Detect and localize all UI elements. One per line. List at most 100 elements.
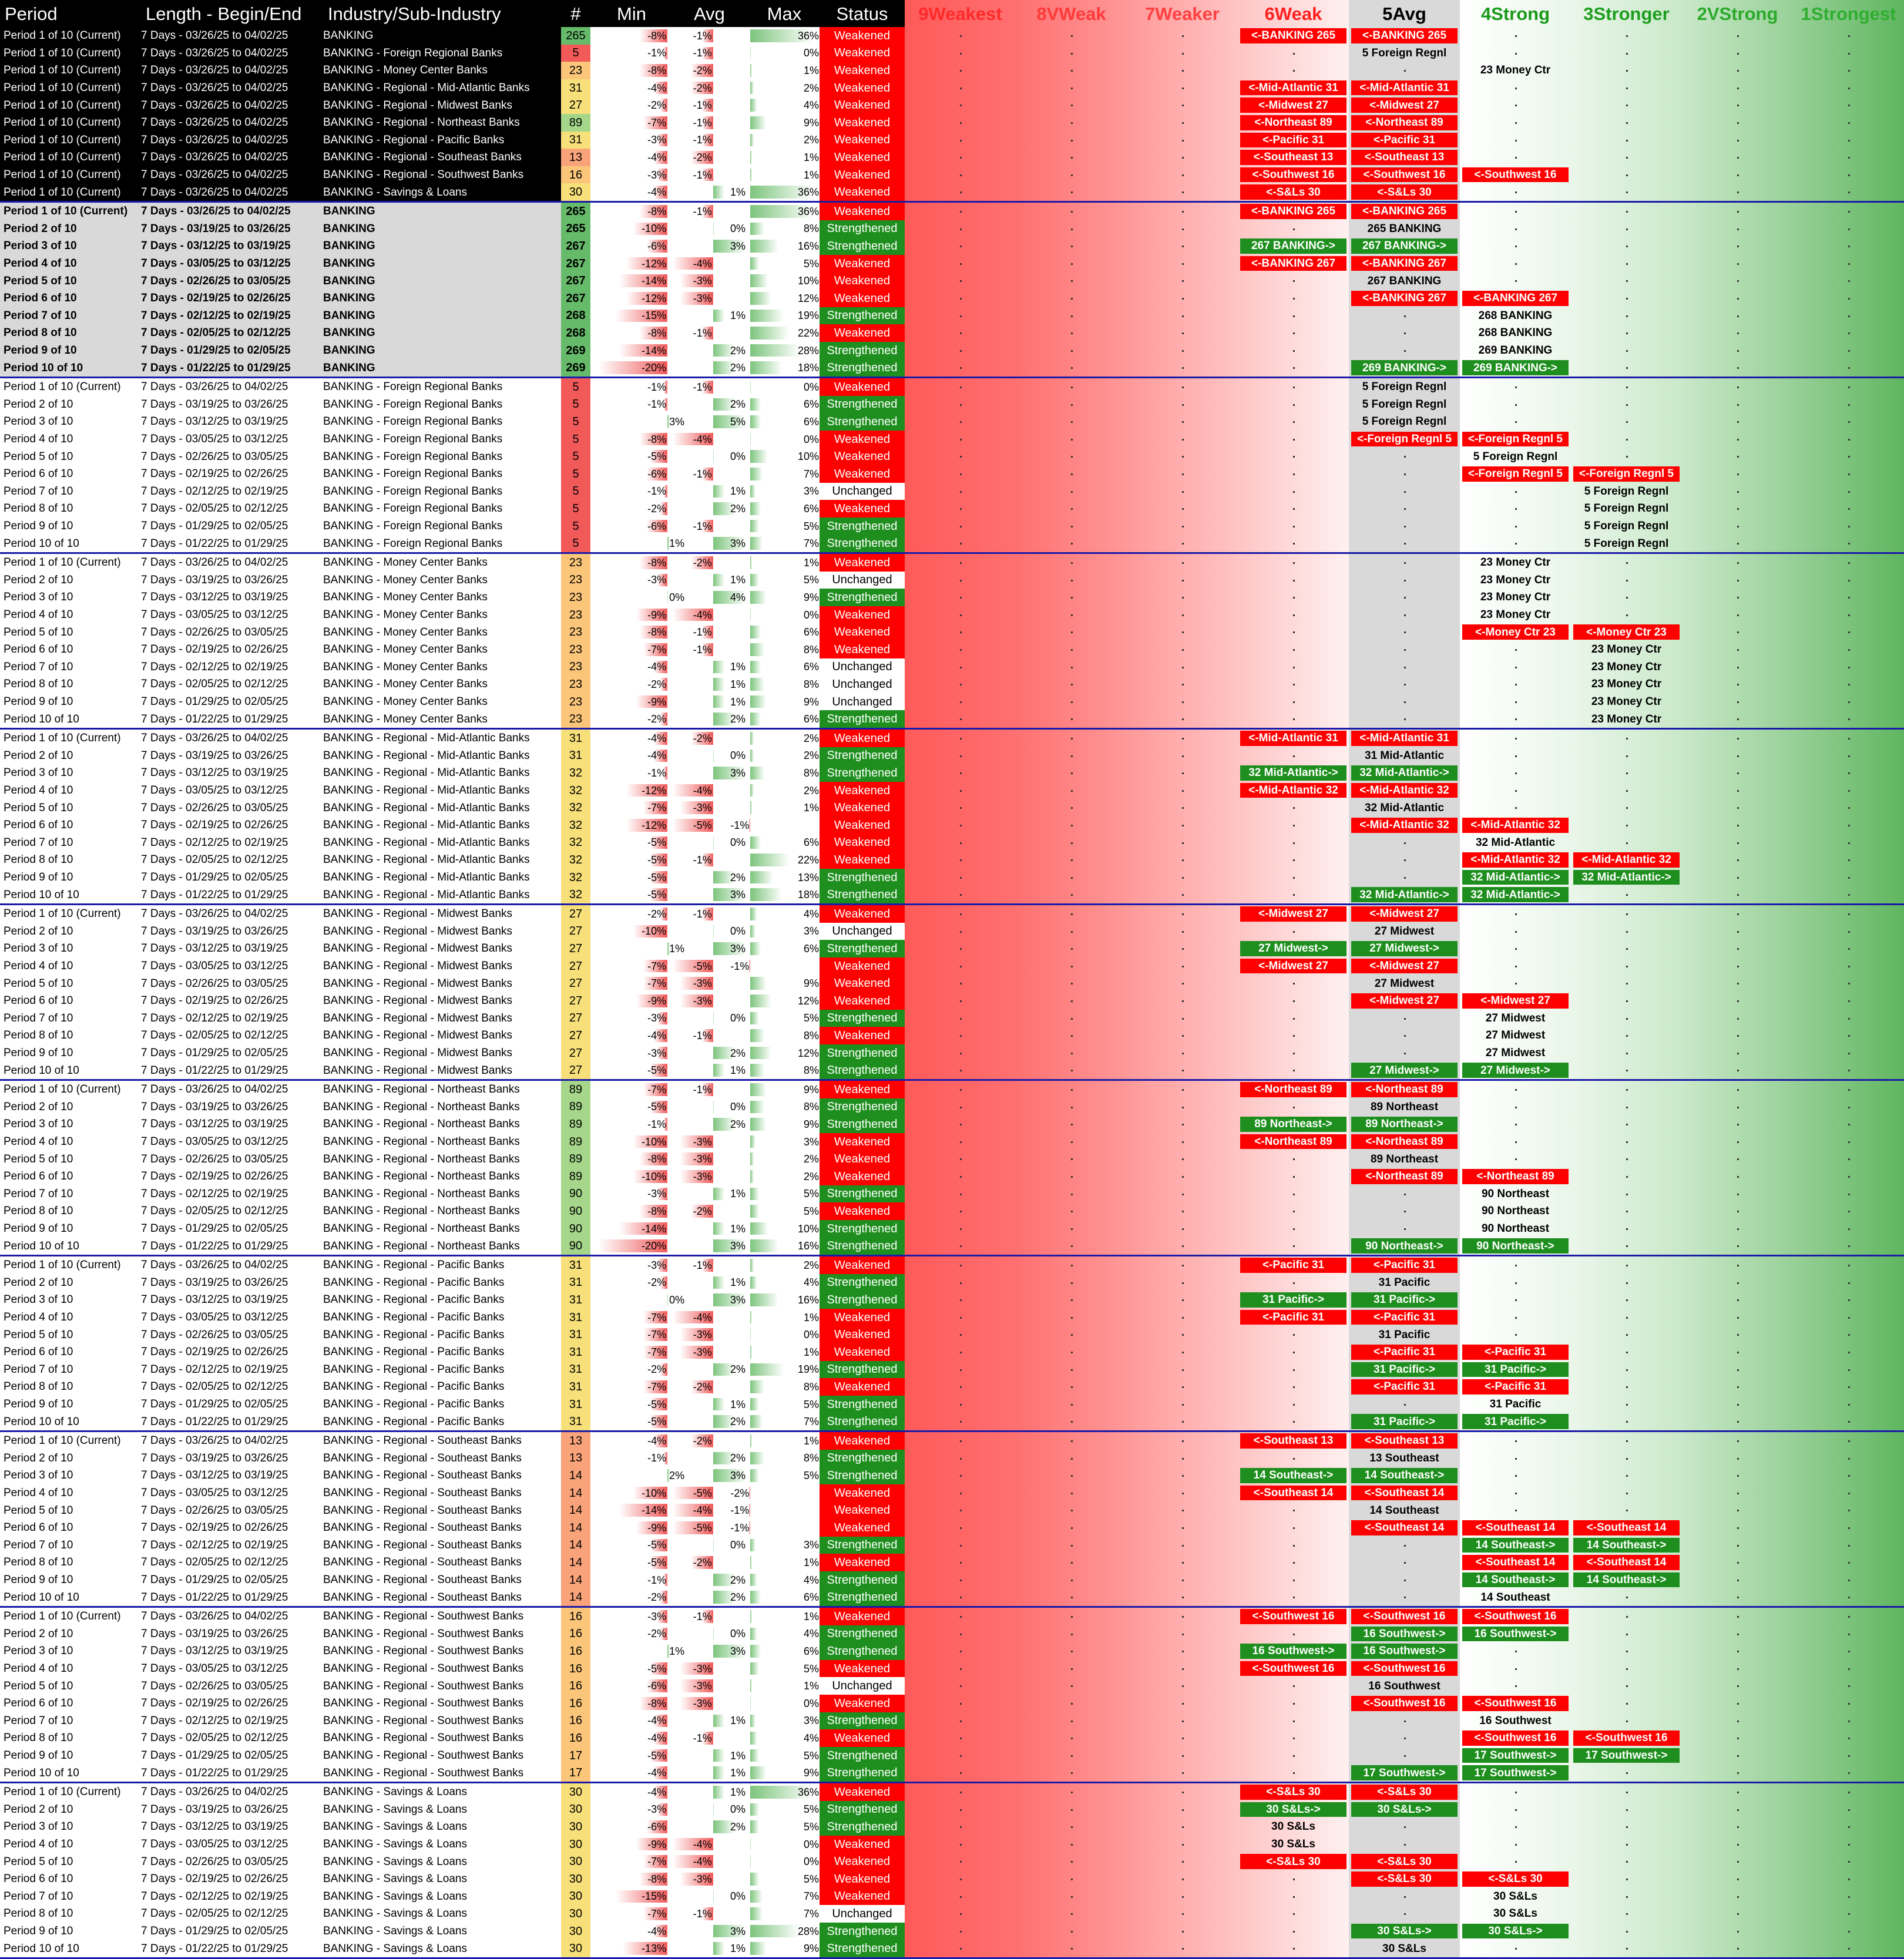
header-zone-6[interactable]: 6Weak xyxy=(1238,0,1349,27)
zone-dot xyxy=(1737,315,1739,317)
zone-dot xyxy=(959,1948,962,1950)
zone-dot xyxy=(1070,1755,1073,1757)
header-count[interactable]: # xyxy=(561,0,590,27)
max-bar xyxy=(750,608,751,621)
header-status[interactable]: Status xyxy=(820,0,905,27)
zone-dot xyxy=(1737,859,1739,862)
header-zone-7[interactable]: 7Weaker xyxy=(1127,0,1238,27)
zone-dot xyxy=(1181,1070,1184,1072)
zone-dot xyxy=(1515,490,1517,493)
max-value: 5% xyxy=(803,1469,819,1481)
avg-bar xyxy=(713,695,724,708)
count-cell: 5 xyxy=(561,413,590,431)
zone-dot xyxy=(1292,649,1295,651)
header-zone-2[interactable]: 2VStrong xyxy=(1682,0,1793,27)
header-min[interactable]: Min xyxy=(593,0,670,27)
header-zone-1[interactable]: 1Strongest xyxy=(1793,0,1904,27)
header-zone-4[interactable]: 4Strong xyxy=(1460,0,1571,27)
zone-dot xyxy=(1181,1193,1184,1195)
period-label: Period 1 of 10 (Current) xyxy=(4,1434,121,1447)
zone-dot xyxy=(1181,825,1184,826)
zone-dot xyxy=(1070,1124,1073,1126)
zone-dot xyxy=(1070,1089,1073,1091)
status-badge: Strengthened xyxy=(820,341,905,359)
max-bar xyxy=(750,1046,772,1060)
zone-dot xyxy=(1626,438,1628,441)
count-cell: 14 xyxy=(561,1554,590,1571)
zone-dot xyxy=(1292,1896,1295,1898)
header-zone-9[interactable]: 9Weakest xyxy=(905,0,1016,27)
count-cell: 30 xyxy=(561,1905,590,1923)
row-left-background xyxy=(0,220,561,238)
header-zone-3[interactable]: 3Stronger xyxy=(1571,0,1682,27)
zone-dot xyxy=(1292,1369,1295,1371)
data-row: Period 2 of 10 7 Days - 03/19/25 to 03/26… xyxy=(0,747,1904,765)
industry-label: BANKING - Regional - Mid-Atlantic Banks xyxy=(323,871,530,884)
header-industry[interactable]: Industry/Sub-Industry xyxy=(323,0,558,27)
strengthened-move-tag: 32 Mid-Atlantic-> xyxy=(1462,869,1569,885)
data-row: Period 5 of 10 7 Days - 02/26/25 to 03/05… xyxy=(0,623,1904,641)
weakened-move-tag: <-S&Ls 30 xyxy=(1240,1785,1346,1800)
data-row: Period 8 of 10 7 Days - 02/05/25 to 02/12… xyxy=(0,500,1904,518)
header-period[interactable]: Period xyxy=(0,0,138,27)
length-label: 7 Days - 03/19/25 to 03/26/25 xyxy=(141,573,288,586)
zone-dot xyxy=(1070,965,1073,967)
min-value: -3% xyxy=(647,1610,667,1622)
header-avg[interactable]: Avg xyxy=(673,0,746,27)
count-cell: 90 xyxy=(561,1202,590,1220)
header-max[interactable]: Max xyxy=(749,0,820,27)
group-separator xyxy=(0,1430,1904,1432)
zone-dot xyxy=(1515,1843,1517,1846)
header-zone-label: 7Weaker xyxy=(1145,3,1220,24)
period-label: Period 3 of 10 xyxy=(4,942,73,955)
zone-dot xyxy=(1181,983,1184,985)
avg-bar xyxy=(713,1397,724,1411)
avg-bar xyxy=(713,1766,724,1779)
zone-dot xyxy=(1181,1299,1184,1302)
zone-dot xyxy=(1626,157,1628,159)
header-zone-8[interactable]: 8VWeak xyxy=(1016,0,1127,27)
data-row: Period 10 of 10 7 Days - 01/22/25 to 01/2… xyxy=(0,1764,1904,1782)
weakened-move-tag: <-Mid-Atlantic 31 xyxy=(1240,731,1346,746)
zone-dot xyxy=(1737,211,1739,213)
data-row: Period 10 of 10 7 Days - 01/22/25 to 01/2… xyxy=(0,1940,1904,1957)
zone-dot xyxy=(1848,490,1850,493)
status-badge: Weakened xyxy=(820,1343,905,1361)
industry-label: BANKING - Regional - Midwest Banks xyxy=(323,1029,513,1042)
max-value: 5% xyxy=(803,574,819,586)
zone-dot xyxy=(1848,1651,1850,1653)
length-label: 7 Days - 02/05/25 to 02/12/25 xyxy=(141,678,288,691)
zone-dot xyxy=(1070,631,1073,634)
max-value: 6% xyxy=(803,713,819,725)
min-value: 2% xyxy=(669,1469,685,1481)
zone-dot xyxy=(1292,1282,1295,1284)
max-value: 5% xyxy=(803,257,819,270)
header-zone-5[interactable]: 5Avg xyxy=(1349,0,1460,27)
header-length[interactable]: Length - Begin/End xyxy=(141,0,320,27)
min-bar xyxy=(640,64,668,77)
strengthened-move-tag: 16 Southwest-> xyxy=(1240,1644,1346,1659)
min-value: -5% xyxy=(647,889,667,901)
max-value: 1% xyxy=(803,169,819,181)
zone-dot xyxy=(1737,1193,1739,1195)
max-value: 0% xyxy=(803,381,819,393)
industry-label: BANKING xyxy=(323,240,375,253)
weakened-move-tag: <-Pacific 31 xyxy=(1240,1309,1346,1325)
data-row: Period 10 of 10 7 Days - 01/22/25 to 01/2… xyxy=(0,886,1904,903)
avg-bar xyxy=(702,327,713,340)
data-row: Period 3 of 10 7 Days - 03/12/25 to 03/19… xyxy=(0,1291,1904,1309)
period-label: Period 8 of 10 xyxy=(4,502,73,515)
zone-dot xyxy=(1403,631,1406,634)
zone-dot xyxy=(1403,1720,1406,1722)
zone-dot xyxy=(1626,1106,1628,1108)
zone-dot xyxy=(959,807,962,809)
max-bar xyxy=(750,854,790,866)
min-value: -1% xyxy=(647,381,667,393)
data-row: Period 6 of 10 7 Days - 02/19/25 to 02/26… xyxy=(0,641,1904,658)
zone-dot xyxy=(1181,298,1184,300)
row-left-background xyxy=(0,324,561,342)
zone-dot xyxy=(1070,1158,1073,1161)
weakened-move-tag: <-Northeast 89 xyxy=(1351,1134,1458,1150)
strengthened-move-tag: 32 Mid-Atlantic-> xyxy=(1351,765,1458,781)
zone-dot xyxy=(1070,649,1073,651)
